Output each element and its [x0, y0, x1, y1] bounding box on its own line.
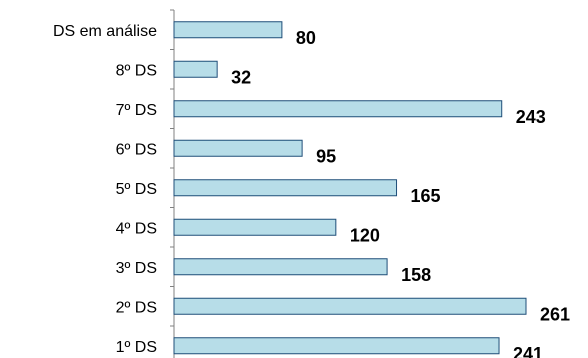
value-label: 241 [513, 344, 543, 358]
bar [173, 179, 398, 197]
value-label: 120 [350, 225, 380, 245]
category-label: 2º DS [116, 299, 157, 316]
value-label: 165 [411, 186, 441, 206]
bar [173, 139, 303, 157]
bar [173, 21, 283, 39]
category-label: 6º DS [116, 141, 157, 158]
bar [173, 258, 388, 276]
value-label: 80 [296, 28, 316, 48]
value-label: 32 [231, 67, 251, 87]
value-label: 158 [401, 265, 431, 285]
category-label: 8º DS [116, 62, 157, 79]
category-label: 1º DS [116, 339, 157, 356]
value-label: 243 [516, 107, 546, 127]
bar [173, 218, 337, 236]
category-label: 7º DS [116, 102, 157, 119]
bar [173, 337, 500, 355]
bar [173, 60, 218, 78]
category-label: 3º DS [116, 260, 157, 277]
category-label: 5º DS [116, 181, 157, 198]
value-label: 261 [540, 304, 570, 324]
bar [173, 100, 503, 118]
bar [173, 297, 527, 315]
category-label: DS em análise [53, 23, 157, 40]
category-label: 4º DS [116, 220, 157, 237]
value-label: 95 [316, 146, 336, 166]
